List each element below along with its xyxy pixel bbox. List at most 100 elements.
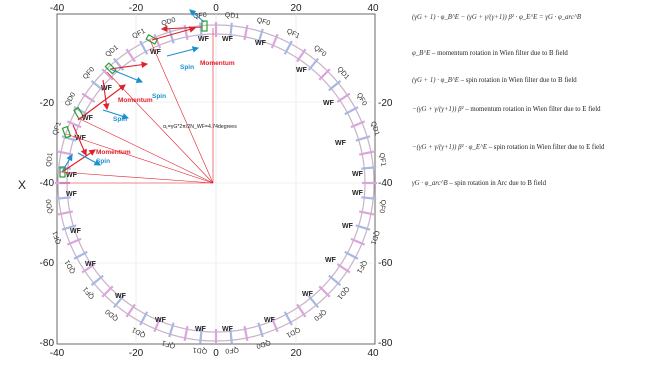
- ring-element-marker: [55, 196, 71, 200]
- wf-label: WF: [70, 228, 82, 235]
- spin-arrow: [61, 154, 73, 173]
- ring-element-label: QF0: [312, 44, 327, 58]
- ring-element-marker: [296, 48, 307, 63]
- ring-element-label: QD1: [64, 258, 77, 274]
- wf-label: WF: [101, 85, 113, 92]
- x-tick: 0: [213, 348, 219, 359]
- x-tick: -40: [50, 3, 65, 14]
- wf-label: WF: [342, 223, 354, 230]
- ring-element-marker: [57, 150, 74, 156]
- ring-element-marker: [101, 68, 114, 81]
- equation-4: −(γG + γ/(γ+1)) β² – momentum rotation i…: [412, 106, 601, 114]
- wf-label: WF: [66, 191, 78, 198]
- ring-element-label: QF1: [52, 230, 63, 245]
- ring-element-label: QF0: [312, 308, 327, 322]
- angle-formula: α₁=γG*2π/2N_WF=4.74degrees: [163, 124, 237, 130]
- y-tick: -80: [378, 338, 393, 349]
- wf-label: WF: [323, 100, 335, 107]
- ring-element-label: QD1: [285, 326, 301, 339]
- wf-label: WF: [222, 326, 234, 333]
- ring-element-marker: [229, 328, 233, 344]
- ring-element-marker: [66, 120, 82, 129]
- ring-element-label: QF0: [256, 17, 271, 28]
- equation-math: γG · φ_arc^B: [412, 180, 448, 187]
- momentum-label: Momentum: [118, 97, 153, 104]
- ring-element-label: QF1: [355, 259, 368, 274]
- wf-label: WF: [335, 140, 347, 147]
- y-tick: -20: [378, 98, 393, 109]
- momentum-arrow: [77, 84, 126, 121]
- ring-element-marker: [113, 295, 125, 309]
- momentum-label: Momentum: [200, 60, 235, 67]
- equation-description: – momentum rotation in Wien filter due t…: [465, 106, 601, 113]
- momentum-arrow: [102, 79, 110, 111]
- y-axis-label: X: [18, 178, 26, 192]
- wf-label: WF: [302, 291, 314, 298]
- ring-element-marker: [153, 317, 162, 333]
- ring-element-marker: [113, 57, 125, 71]
- ring-element-marker: [183, 325, 189, 342]
- ring-element-label: QD0: [104, 307, 120, 321]
- ring-element-marker: [358, 210, 375, 216]
- spin-arrow: [189, 9, 205, 23]
- spin-arrows: [61, 9, 205, 173]
- wf-label: WF: [325, 257, 337, 264]
- ring-element-marker: [296, 303, 307, 318]
- ring-element-marker: [257, 322, 264, 338]
- ring-element-marker: [125, 303, 136, 318]
- ring-element-label: QF0: [378, 199, 387, 214]
- wf-label: WF: [264, 317, 276, 324]
- momentum-arrow: [109, 61, 149, 70]
- ring-element-label: QD1: [224, 12, 239, 20]
- wf-label: WF: [66, 172, 78, 179]
- ring-element-marker: [243, 24, 249, 41]
- ring-element-label: QD1: [104, 44, 120, 58]
- equation-math: φ_B^E: [412, 50, 431, 57]
- equation-description: – spin rotation in Arc due to B field: [447, 180, 547, 187]
- x-tick: 40: [367, 3, 379, 14]
- ring-element-label: QD0: [255, 338, 271, 349]
- x-ticks-bottom: -40 -20 0 20 40: [50, 348, 379, 359]
- ring-element-marker: [153, 33, 162, 49]
- y-tick: -20: [40, 98, 55, 109]
- ring-element-marker: [318, 68, 331, 81]
- y-ticks-left: -20 -40 -60 -80: [40, 98, 55, 349]
- ring-diagram: -40 -20 0 20 40 -40 -20 0 20 40 -20 -40 …: [18, 3, 393, 359]
- ring-element-label: QF0: [193, 12, 207, 20]
- ring-element-marker: [350, 237, 366, 246]
- x-tick: 40: [367, 348, 379, 359]
- equation-math: −(γG + γ/(γ+1)) β²: [412, 106, 466, 113]
- spin-arrow: [102, 109, 130, 120]
- wien-filter-box: [201, 20, 208, 32]
- ring-element-marker: [81, 263, 96, 274]
- ring-element-marker: [336, 92, 351, 103]
- ring-element-marker: [344, 106, 359, 116]
- ring-element-marker: [361, 166, 377, 170]
- wf-label: WF: [115, 293, 127, 300]
- ring-element-label: QF1: [131, 28, 146, 41]
- equation-math: −(γG + γ/(γ+1)) β² · φ_E^E: [412, 144, 487, 151]
- ring-element-marker: [355, 135, 371, 142]
- y-tick: -40: [40, 178, 55, 189]
- y-tick: -60: [378, 258, 393, 269]
- ring-element-marker: [270, 33, 279, 49]
- construction-lines: [59, 28, 214, 184]
- ring-element-marker: [328, 274, 342, 286]
- equation-3: (γG + 1) · φ_B^E – spin rotation in Wien…: [412, 77, 577, 85]
- ring-element-marker: [336, 263, 351, 274]
- y-ticks-right: -20 -40 -60 -80: [378, 98, 393, 349]
- y-tick: -40: [378, 178, 393, 189]
- wien-filters: WF WF WF WF WF WF WF WF WF WF WF WF WF W…: [59, 20, 364, 333]
- wf-label: WF: [198, 36, 210, 43]
- ring-element-label: QF1: [82, 285, 96, 300]
- ring-element-label: QD1: [336, 66, 351, 82]
- ring-element-marker: [199, 22, 203, 38]
- ring-element-marker: [57, 210, 74, 216]
- momentum-arrow: [61, 149, 96, 173]
- equation-1: (γG + 1) · φ_B^E − (γG + γ/(γ+1)) β² · φ…: [412, 14, 581, 22]
- wf-label: WF: [155, 317, 167, 324]
- equation-2: φ_B^E – momentum rotation in Wien filter…: [412, 50, 568, 58]
- spin-label: Spin: [180, 64, 194, 71]
- equation-math: (γG + 1) · φ_B^E − (γG + γ/(γ+1)) β² · φ…: [412, 14, 581, 21]
- ring-element-marker: [90, 274, 104, 286]
